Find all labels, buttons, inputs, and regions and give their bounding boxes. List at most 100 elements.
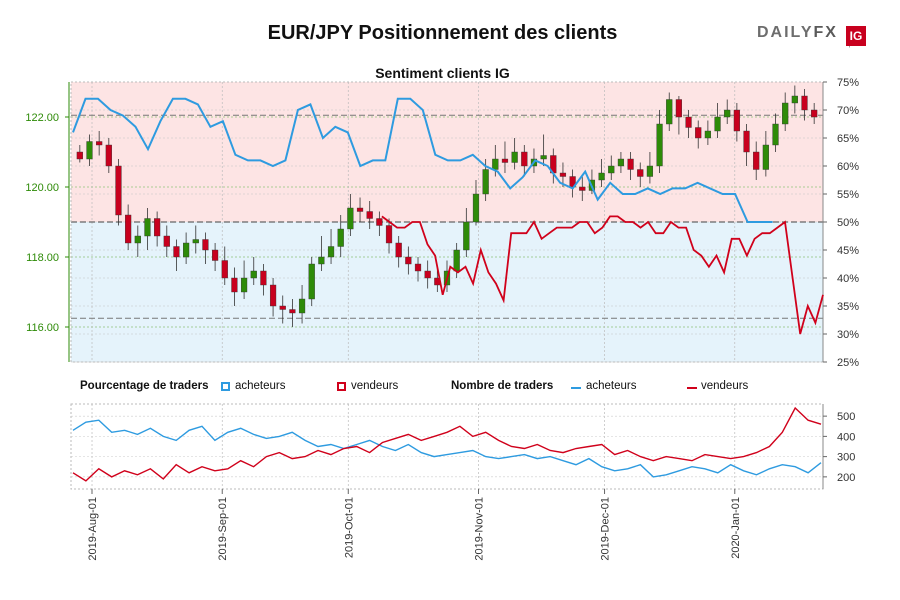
candle-body	[753, 151, 760, 170]
count-tick-label: 500	[837, 411, 855, 423]
candle-body	[511, 151, 518, 163]
candle-body	[212, 249, 219, 261]
legend-pct-buy: acheteurs	[235, 380, 286, 392]
candle-body	[714, 116, 721, 132]
price-tick-label: 118.00	[26, 252, 59, 264]
pct-tick-label: 45%	[837, 245, 859, 257]
candle-body	[366, 211, 373, 219]
candle-body	[675, 99, 682, 118]
candle-body	[279, 305, 286, 310]
candle-body	[96, 141, 103, 146]
count-tick-label: 400	[837, 431, 855, 443]
bottom-plot-frame	[70, 403, 824, 490]
sell-zone	[71, 82, 823, 222]
count-tick-label: 200	[837, 472, 855, 484]
pct-tick-label: 50%	[837, 217, 859, 229]
legend-pct-label: Pourcentage de traders	[80, 380, 209, 392]
candle-body	[521, 151, 528, 167]
candle-body	[134, 235, 141, 244]
candle-body	[453, 249, 460, 272]
candle-body	[811, 109, 818, 118]
candle-body	[617, 158, 625, 167]
pct-sell-line	[381, 215, 824, 335]
pct-tick-label: 30%	[837, 329, 859, 341]
candle-body	[646, 165, 654, 177]
candle-body	[579, 186, 586, 191]
legend-num-buy: acheteurs	[586, 380, 637, 392]
ig-logo-icon: IG	[846, 26, 866, 46]
candle-body	[154, 218, 161, 237]
pct-tick-label: 25%	[837, 357, 859, 369]
candle-body	[125, 214, 132, 244]
candle-body	[540, 155, 547, 160]
chart-subtitle: Sentiment clients IG	[375, 65, 510, 81]
candle-body	[463, 221, 470, 251]
candle-body	[163, 235, 170, 247]
candle-body	[743, 130, 750, 153]
candle-body	[298, 298, 306, 314]
pct-tick-label: 70%	[837, 105, 859, 117]
candle-body	[240, 277, 248, 293]
candle-body	[250, 270, 257, 279]
candle-body	[724, 109, 731, 118]
candle-body	[772, 123, 779, 146]
candle-body	[327, 246, 335, 258]
candle-body	[782, 102, 789, 125]
count-tick-label: 300	[837, 452, 855, 464]
x-tick-label: 2020-Jan-01	[730, 497, 742, 559]
pct-tick-label: 60%	[837, 161, 859, 173]
count-sell-line	[72, 406, 822, 482]
candle-body	[144, 218, 151, 237]
pct-tick-label: 75%	[837, 77, 859, 89]
candle-body	[202, 239, 209, 251]
count-buy-line	[72, 419, 822, 478]
candle-body	[86, 141, 93, 160]
legend-num-label: Nombre de traders	[451, 380, 554, 392]
price-tick-label: 116.00	[26, 322, 59, 334]
price-tick-label: 122.00	[25, 112, 59, 124]
candle-body	[637, 169, 644, 177]
x-tick-label: 2019-Oct-01	[343, 497, 355, 558]
candle-body	[608, 165, 615, 174]
logo-wordmark-fx: FX	[813, 24, 838, 41]
candle-body	[318, 256, 325, 265]
candle-body	[269, 284, 277, 307]
candle-body	[337, 228, 344, 247]
candle-body	[221, 260, 228, 279]
candle-body	[405, 256, 412, 265]
candle-body	[260, 270, 267, 286]
pct-tick-label: 55%	[837, 189, 859, 201]
legend-num-sell: vendeurs	[701, 380, 749, 392]
candle-body	[347, 207, 354, 230]
legend-num-sell-line	[687, 387, 697, 389]
candle-body	[472, 193, 480, 223]
x-tick-label: 2019-Aug-01	[87, 497, 99, 561]
candle-body	[482, 169, 489, 195]
legend-pct-buy-swatch	[221, 382, 230, 391]
candle-body	[656, 123, 663, 167]
candle-body	[183, 242, 190, 258]
dailyfx-logo: DAILYFX par IG	[757, 24, 866, 48]
pct-tick-label: 40%	[837, 273, 859, 285]
candle-body	[791, 95, 798, 104]
candle-body	[666, 99, 673, 125]
candle-body	[801, 95, 808, 111]
candle-body	[385, 225, 393, 244]
logo-wordmark-daily: DAILY	[757, 24, 814, 41]
legend-pct-sell-swatch	[337, 382, 346, 391]
candle-body	[501, 158, 509, 163]
candle-body	[685, 116, 692, 128]
candle-body	[414, 263, 422, 272]
candle-body	[704, 130, 711, 139]
candle-body	[289, 309, 296, 314]
legend-pct-sell: vendeurs	[351, 380, 399, 392]
candle-body	[192, 239, 199, 244]
candle-body	[356, 207, 364, 212]
candle-body	[308, 263, 315, 300]
candle-body	[105, 144, 112, 167]
chart-title: EUR/JPY Positionnement des clients	[267, 22, 618, 44]
candle-body	[376, 218, 383, 226]
candle-body	[559, 172, 567, 177]
